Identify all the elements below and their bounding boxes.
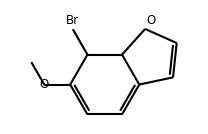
Text: Br: Br	[66, 14, 79, 27]
Text: O: O	[40, 78, 49, 91]
Text: O: O	[147, 14, 156, 27]
